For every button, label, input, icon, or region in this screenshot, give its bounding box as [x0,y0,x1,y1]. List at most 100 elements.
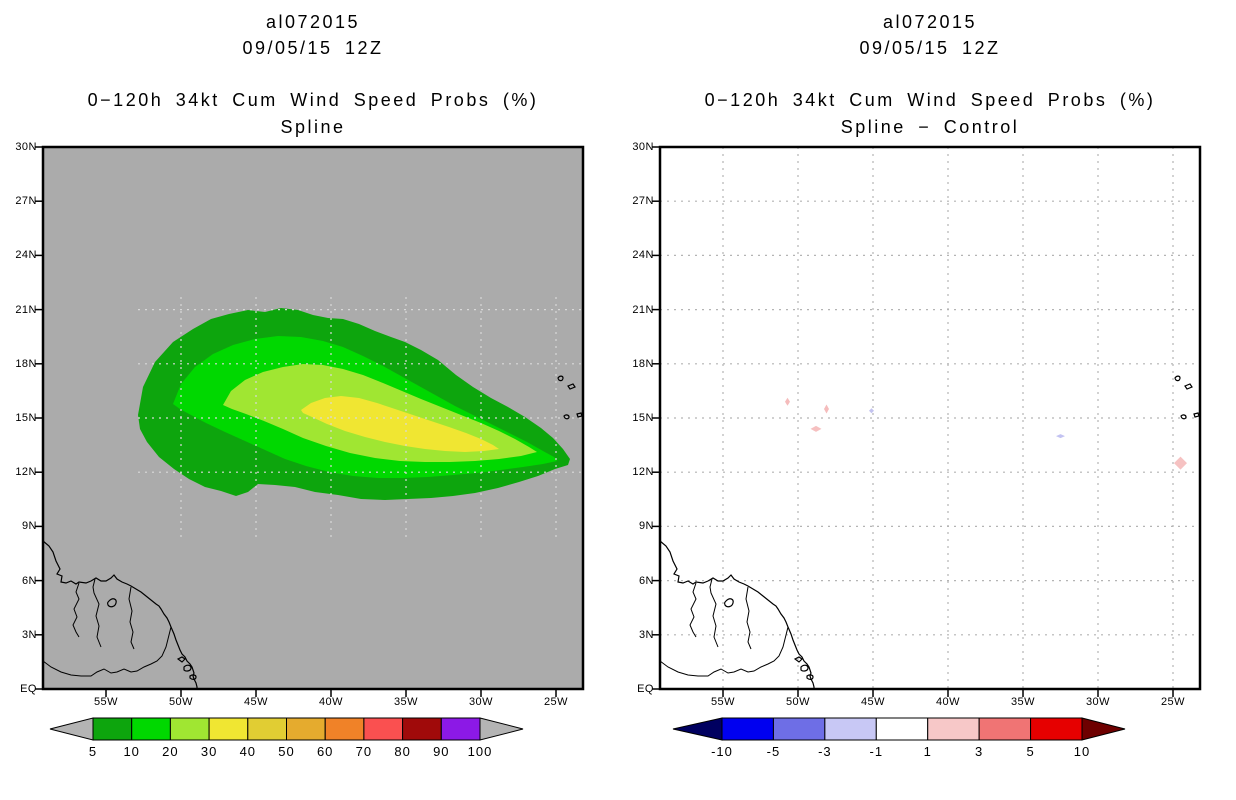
colorbar-label-50: 50 [278,744,295,759]
colorbar-segment [978,717,1032,741]
lon-label-45w: 45W [860,696,886,708]
coastline [42,540,198,689]
lon-label-50w: 50W [785,696,811,708]
colorbar-label-40: 40 [239,744,257,759]
colorbar-label-3: 3 [975,744,984,759]
anomaly-speck [810,425,822,432]
lat-label-12n: 12N [15,466,37,479]
lat-label-21n: 21N [632,303,654,316]
colorbar-label--10: -10 [711,744,733,759]
colorbar-segment [169,717,210,741]
colorbar-segment [131,717,171,741]
colorbar-segment [1030,717,1083,741]
lon-label-40w: 40W [935,696,961,708]
lon-label-55w: 55W [710,696,736,708]
lon-label-50w: 50W [168,696,194,708]
right-plot-subtitle: Spline − Control [840,117,1020,137]
colorbar-label-1: 1 [923,744,932,759]
axis-ticks [35,146,557,697]
colorbar-label-70: 70 [355,744,373,759]
anomaly-speck [1174,456,1187,470]
probability-contours [138,308,570,500]
difference-anomaly-specks [785,397,1187,470]
country-borders [659,578,789,677]
difference-map [652,145,1202,697]
lat-label-24n: 24N [632,249,654,262]
anomaly-speck [1056,434,1065,439]
lat-label-24n: 24N [15,249,37,262]
coastline-group [42,375,583,689]
colorbar-segment [402,717,442,741]
lat-label-3n: 3N [21,628,37,641]
left-init-time: 09/05/15 12Z [242,38,384,58]
colorbar-arrow-left [672,717,723,741]
left-plot-subtitle: Spline [280,117,346,137]
left-storm-id: al072015 [265,12,361,32]
colorbar-label-10: 10 [1073,744,1091,759]
cape-verde-islands [557,375,583,420]
lon-label-55w: 55W [93,696,119,708]
colorbar-arrow-right [1081,717,1126,741]
colorbar-label-5: 5 [88,744,98,759]
colorbar-label-80: 80 [394,744,411,759]
lat-label-12n: 12N [632,466,654,479]
amazon-mouth-islands [176,656,197,680]
lat-lon-gridlines [660,147,1200,689]
lat-label-27n: 27N [15,195,37,208]
lat-label-18n: 18N [15,357,37,370]
lon-label-30w: 30W [468,696,494,708]
contour-30pct [301,396,499,452]
colorbar-segment [363,717,404,741]
lat-label-21n: 21N [15,303,37,316]
difference-colorbar [672,717,1126,741]
colorbar-arrow-left [49,717,94,741]
country-borders [42,578,172,677]
colorbar-label--1: -1 [869,744,884,759]
colorbar-segment [772,717,826,741]
right-storm-id: al072015 [882,12,978,32]
lat-label-15n: 15N [632,412,654,424]
map-frame [41,145,585,691]
anomaly-speck [824,404,829,414]
coastline-group [659,375,1200,689]
colorbar-segment [247,717,288,741]
colorbar-label-60: 60 [316,744,334,759]
colorbar-label-100: 100 [467,744,493,759]
left-plot-title: 0−120h 34kt Cum Wind Speed Probs (%) [87,90,539,110]
lat-label-9n: 9N [21,520,37,533]
colorbar-segment [286,717,326,741]
colorbar-label--3: -3 [818,744,832,759]
lat-label-6n: 6N [21,574,37,587]
colorbar-segment [721,717,774,741]
anomaly-speck [869,408,874,414]
lon-label-30w: 30W [1085,696,1111,708]
colorbar-label-10: 10 [123,744,140,759]
lat-label-3n: 3N [638,628,654,641]
lon-label-35w: 35W [393,696,419,708]
colorbar-segment [875,717,929,741]
lat-label-18n: 18N [632,357,654,370]
lat-label-6n: 6N [638,574,654,587]
lon-label-35w: 35W [1010,696,1036,708]
colorbar-segment [927,717,980,741]
lat-label-9n: 9N [638,520,654,533]
right-plot-title: 0−120h 34kt Cum Wind Speed Probs (%) [704,90,1156,110]
coastline [659,540,815,689]
colorbar-arrow-right [479,717,524,741]
colorbar-segment [92,717,133,741]
probability-colorbar [49,717,524,741]
colorbar-segment [440,717,481,741]
anomaly-speck [785,397,790,406]
colorbar-segment [324,717,365,741]
amazon-mouth-islands [793,656,814,680]
colorbar-label-30: 30 [200,744,218,759]
colorbar-label-20: 20 [162,744,179,759]
lat-label-eq: EQ [20,683,37,695]
ocean-background [660,147,1200,689]
cape-verde-islands [1174,375,1200,420]
lon-label-25w: 25W [1160,696,1186,708]
lat-label-eq: EQ [637,683,654,695]
colorbar-segment [824,717,877,741]
map-frame [658,145,1202,691]
